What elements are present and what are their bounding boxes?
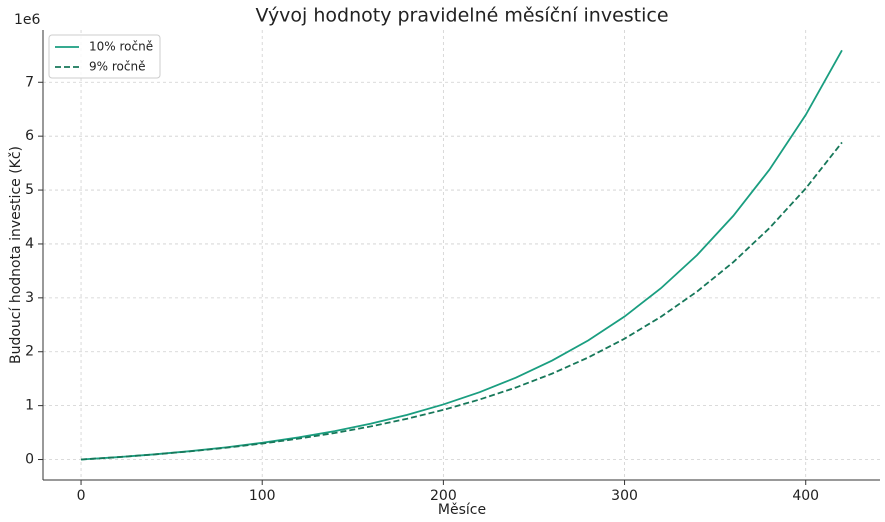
x-tick-label: 300: [611, 488, 638, 504]
x-tick-label: 0: [77, 488, 86, 504]
series-line: [80, 141, 843, 461]
series-line: [80, 49, 843, 461]
y-tick-label: 1: [25, 398, 34, 414]
x-tick-label: 100: [249, 488, 276, 504]
y-tick-label: 0: [25, 452, 34, 468]
y-tick-label: 5: [25, 182, 34, 198]
legend-label: 10% ročně: [89, 40, 153, 54]
y-tick-label: 4: [25, 236, 34, 252]
x-tick-label: 400: [792, 488, 819, 504]
y-tick-label: 2: [25, 344, 34, 360]
legend-label: 9% ročně: [89, 60, 145, 74]
y-tick-label: 6: [25, 128, 34, 144]
y-axis-label: Budoucí hodnota investice (Kč): [8, 146, 24, 364]
chart-title: Vývoj hodnoty pravidelné měsíční investi…: [255, 5, 668, 27]
y-offset-label: 1e6: [14, 12, 41, 28]
y-tick-label: 3: [25, 290, 34, 306]
x-tick-label: 200: [430, 488, 457, 504]
x-axis-label: Měsíce: [438, 502, 486, 518]
y-tick-label: 7: [25, 74, 34, 90]
